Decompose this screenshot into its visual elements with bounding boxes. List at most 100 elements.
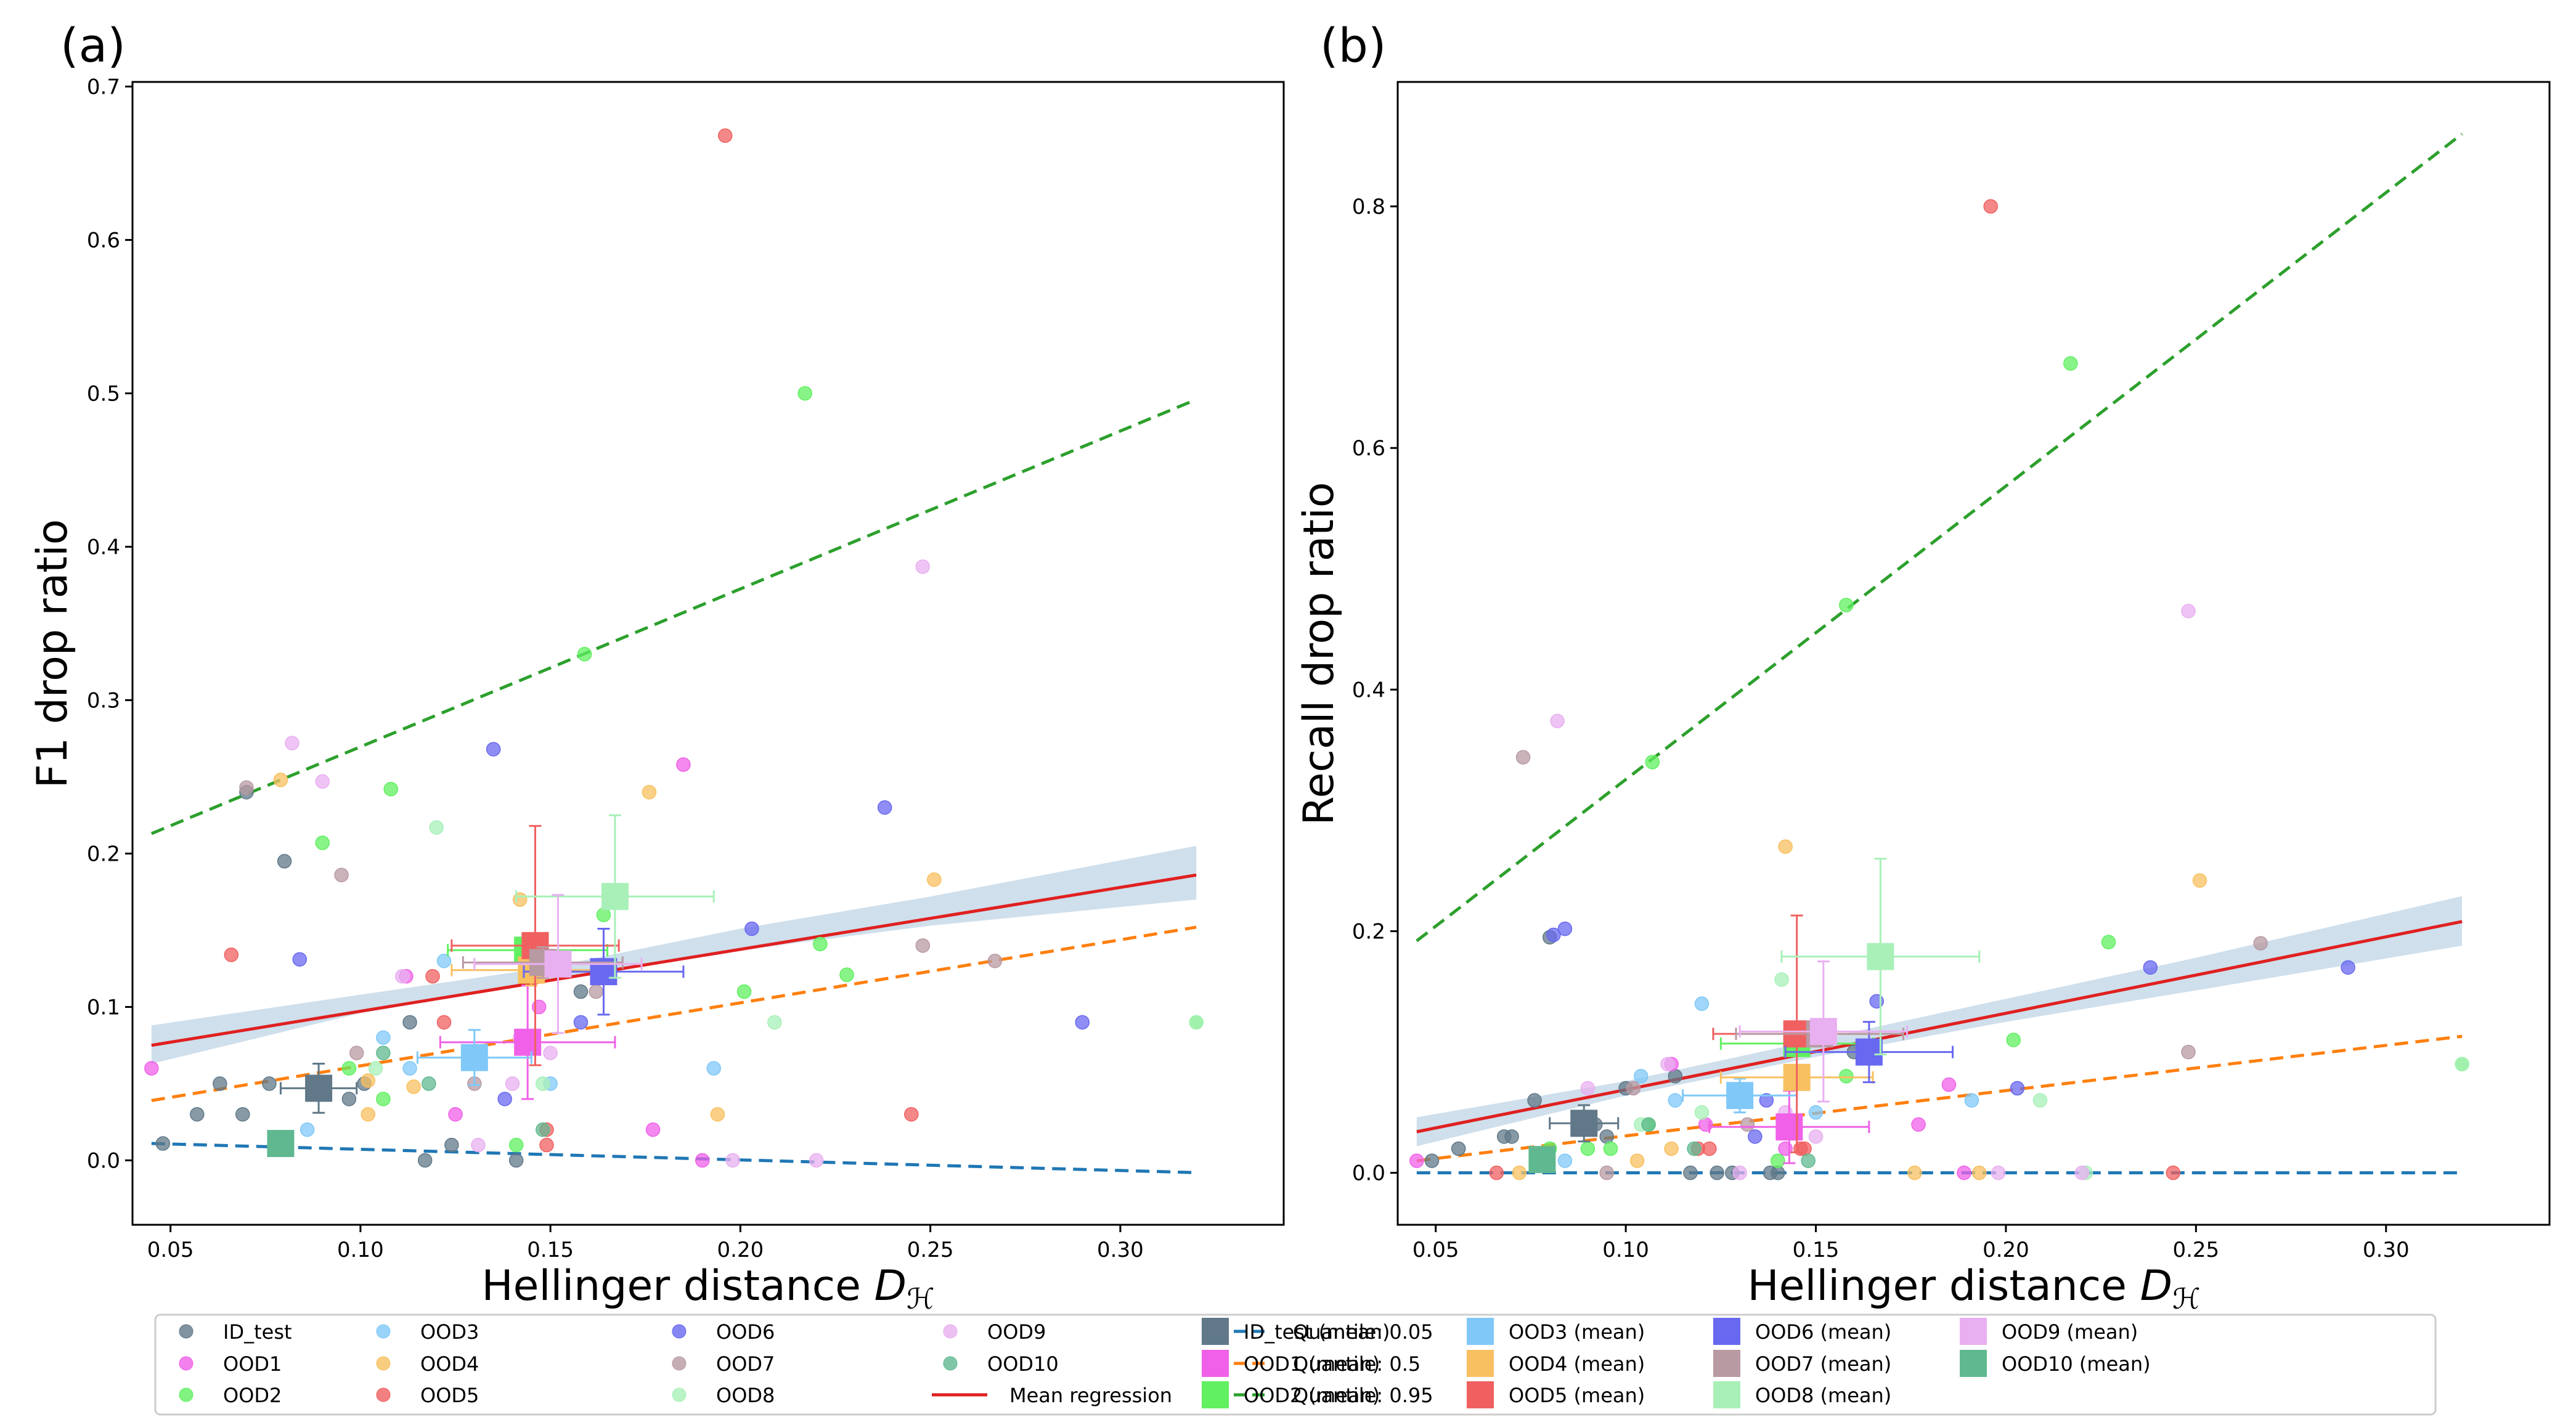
quantile-50-line	[151, 925, 1197, 1102]
legend-frame	[154, 1313, 2437, 1416]
x-tick-label: 0.10	[337, 1238, 384, 1262]
scatter-point-ood6	[1748, 1129, 1763, 1144]
scatter-point-ood4	[1512, 1165, 1527, 1180]
scatter-point-id_test	[508, 1153, 524, 1168]
scatter-point-ood9	[285, 736, 300, 750]
legend-label: OOD8	[716, 1384, 775, 1407]
scatter-point-ood8	[2455, 1057, 2469, 1071]
mean-regression-line	[1416, 920, 2463, 1134]
scatter-point-ood10	[422, 1076, 436, 1091]
scatter-point-ood5	[717, 128, 733, 143]
legend-item: OOD5	[376, 1384, 479, 1407]
y-ticks: 0.0 0.1 0.2 0.3 0.4 0.5 0.6 0.7	[87, 75, 132, 1173]
mean-marker-id_test	[279, 1063, 358, 1114]
scatter-point-ood3	[376, 1030, 391, 1045]
scatter-point-ood8	[368, 1061, 383, 1076]
x-tick-label: 0.25	[2172, 1238, 2219, 1262]
scatter-point-ood1	[676, 757, 691, 772]
scatter-point-id_test	[1668, 1069, 1683, 1084]
scatter-point-ood9	[809, 1153, 824, 1168]
scatter-point-ood9	[505, 1076, 520, 1091]
scatter-point-ood2	[736, 984, 752, 999]
legend-item: OOD2 (mean)	[1202, 1381, 1380, 1408]
mean-marker-ood3	[1682, 1078, 1798, 1114]
scatter-point-ood9	[394, 968, 410, 984]
legend-item: ID_test	[179, 1320, 292, 1344]
scatter-point-ood5	[2166, 1165, 2181, 1180]
ci-band-area	[1416, 896, 2463, 1147]
legend-marker	[1713, 1350, 1740, 1377]
y-tick-label: 0.7	[87, 75, 120, 99]
scatter-point-ood1	[531, 999, 547, 1015]
quantile-95-line	[1416, 132, 2463, 943]
scatter-point-ood6	[2010, 1081, 2025, 1096]
scatter-point-ood9	[725, 1153, 740, 1168]
mean-marker-ood9	[1738, 960, 1909, 1103]
scatter-point-ood10	[376, 1045, 391, 1060]
regression-lines	[150, 398, 1197, 1174]
scatter-point-id_test	[1710, 1165, 1724, 1180]
scatter-point-ood4	[1972, 1165, 1987, 1180]
scatter-point-ood9	[315, 774, 330, 789]
scatter-point-ood2	[1603, 1141, 1618, 1156]
scatter-point-id_test	[155, 1136, 171, 1151]
panel-a: (a) 0.05 0.10 0.15 0.20 0.25 0.30 0.00.10.20.…	[28, 18, 1285, 1315]
scatter-point-ood7	[987, 953, 1003, 968]
scatter-point-ood8	[536, 1076, 550, 1091]
scatter-point-id_test	[573, 984, 589, 999]
scatter-point-ood1	[448, 1106, 463, 1122]
scatter-point-id_test	[277, 854, 292, 869]
legend-marker	[943, 1324, 958, 1339]
mean-square	[267, 1130, 295, 1158]
mean-square	[1570, 1110, 1598, 1137]
scatter-point-ood9	[1808, 1129, 1824, 1144]
y-tick-label: 0.8	[1352, 195, 1385, 219]
scatter-point-ood2	[596, 907, 611, 922]
mean-square	[1867, 943, 1894, 970]
mean-marker-ood9	[473, 894, 643, 1034]
legend-label: ID_test	[223, 1320, 292, 1344]
scatter-point-id_test	[262, 1076, 277, 1091]
scatter-point-ood8	[1774, 972, 1789, 987]
scatter-point-ood5	[425, 968, 440, 984]
legend-marker	[376, 1387, 391, 1402]
scatter-point-ood6	[1546, 927, 1561, 943]
legend-item: OOD4	[376, 1352, 479, 1376]
scatter-point-id_test	[235, 1106, 250, 1122]
scatter-point-ood9	[1660, 1057, 1675, 1071]
legend-label: OOD3 (mean)	[1509, 1320, 1645, 1344]
legend-item: Mean regression	[932, 1384, 1172, 1407]
scatter-point-ood2	[2101, 935, 2116, 949]
scatter-point-id_test	[213, 1076, 227, 1091]
scatter-point-ood3	[300, 1122, 315, 1137]
y-tick-label: 0.6	[87, 228, 120, 253]
scatter-point-ood6	[1075, 1015, 1090, 1030]
y-tick-label: 0.6	[1352, 436, 1385, 461]
scatter-point-id_test	[1424, 1153, 1440, 1168]
legend-label: OOD5	[420, 1384, 479, 1407]
scatter-point-ood7	[239, 780, 254, 795]
mean-marker-ood10	[267, 1130, 295, 1158]
scatter-point-ood3	[402, 1061, 417, 1076]
scatter-point-ood5	[539, 1137, 554, 1153]
scatter-point-ood9	[2181, 604, 2196, 619]
scatter-point-ood2	[1839, 598, 1854, 612]
scatter-point-id_test	[1451, 1141, 1466, 1156]
scatter-point-ood7	[2253, 936, 2268, 951]
scatter-point-ood8	[767, 1015, 782, 1030]
y-axis-label: Recall drop ratio	[1295, 482, 1343, 825]
y-tick-label: 0.1	[87, 995, 120, 1020]
regression-lines	[1416, 132, 2463, 1175]
scatter-point-ood6	[1869, 994, 1884, 1009]
y-tick-label: 0.5	[87, 381, 120, 406]
scatter-point-ood1	[645, 1122, 661, 1137]
ci-band	[151, 846, 1197, 1064]
legend-marker	[1202, 1318, 1229, 1345]
scatter-point-ood4	[513, 892, 528, 907]
legend-item: OOD6	[672, 1320, 775, 1344]
legend-marker	[943, 1356, 958, 1371]
mean-square	[1775, 1113, 1803, 1141]
legend-marker	[672, 1387, 687, 1402]
scatter-point-ood7	[334, 867, 349, 883]
scatter-point-ood2	[376, 1092, 391, 1106]
